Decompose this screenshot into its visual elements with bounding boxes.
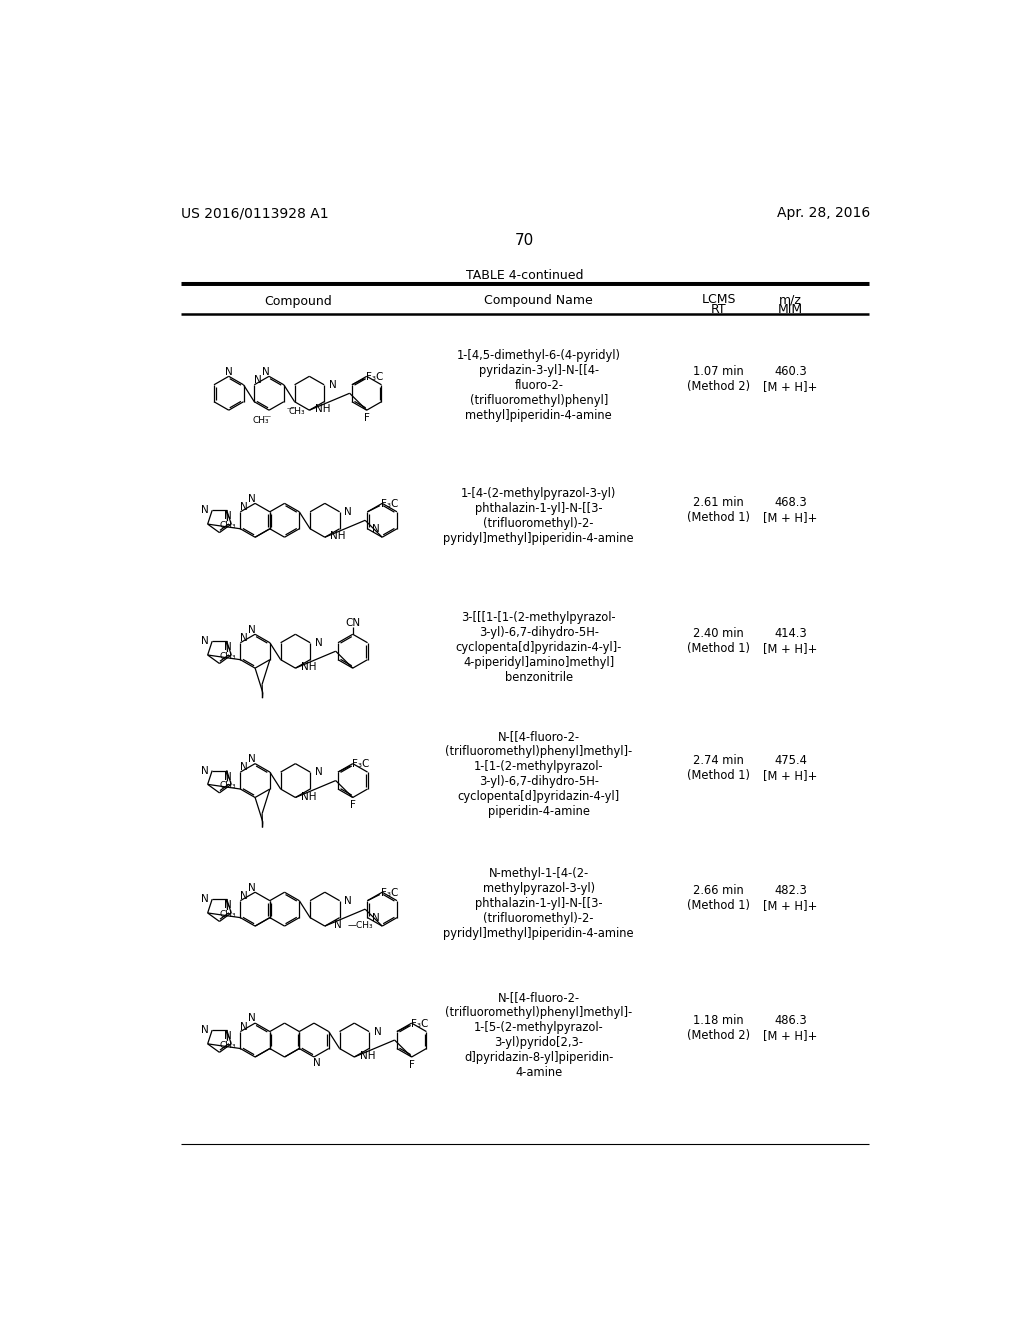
- Text: N: N: [223, 1031, 231, 1041]
- Text: N: N: [334, 920, 342, 931]
- Text: CH₃: CH₃: [220, 652, 237, 661]
- Text: F: F: [364, 413, 370, 422]
- Text: 1.07 min
(Method 2): 1.07 min (Method 2): [687, 366, 751, 393]
- Text: N: N: [201, 506, 208, 515]
- Text: 475.4
[M + H]+: 475.4 [M + H]+: [764, 754, 818, 783]
- Text: Compound Name: Compound Name: [484, 294, 593, 308]
- Text: —CH₃: —CH₃: [347, 921, 373, 929]
- Text: N: N: [240, 1022, 248, 1032]
- Text: N: N: [262, 367, 270, 376]
- Text: N: N: [201, 894, 208, 904]
- Text: 460.3
[M + H]+: 460.3 [M + H]+: [764, 366, 818, 393]
- Text: N: N: [248, 624, 256, 635]
- Text: NH: NH: [359, 1051, 375, 1061]
- Text: TABLE 4-continued: TABLE 4-continued: [466, 268, 584, 281]
- Text: Apr. 28, 2016: Apr. 28, 2016: [777, 206, 870, 220]
- Text: N: N: [201, 1026, 208, 1035]
- Text: N: N: [223, 643, 231, 652]
- Text: 482.3
[M + H]+: 482.3 [M + H]+: [764, 883, 818, 912]
- Text: NH: NH: [331, 532, 346, 541]
- Text: N: N: [240, 502, 248, 512]
- Text: F₃C: F₃C: [381, 499, 398, 510]
- Text: 486.3
[M + H]+: 486.3 [M + H]+: [764, 1015, 818, 1043]
- Text: 70: 70: [515, 234, 535, 248]
- Text: N: N: [372, 524, 380, 533]
- Text: 414.3
[M + H]+: 414.3 [M + H]+: [764, 627, 818, 655]
- Text: N: N: [254, 375, 261, 385]
- Text: N: N: [374, 1027, 382, 1036]
- Text: F₃C: F₃C: [381, 888, 398, 898]
- Text: F₃C: F₃C: [366, 372, 383, 381]
- Text: N: N: [201, 766, 208, 776]
- Text: 2.40 min
(Method 1): 2.40 min (Method 1): [687, 627, 750, 655]
- Text: CH₃: CH₃: [289, 408, 305, 416]
- Text: N: N: [240, 634, 248, 643]
- Text: 468.3
[M + H]+: 468.3 [M + H]+: [764, 496, 818, 524]
- Text: N: N: [225, 367, 232, 376]
- Text: N: N: [248, 883, 256, 892]
- Text: N: N: [344, 896, 352, 906]
- Text: NH: NH: [314, 404, 331, 414]
- Text: N: N: [240, 891, 248, 902]
- Text: Compound: Compound: [264, 296, 333, 309]
- Text: MIM: MIM: [778, 304, 803, 317]
- Text: F₃C: F₃C: [411, 1019, 428, 1028]
- Text: CH₃: CH₃: [220, 781, 237, 791]
- Text: CH₃: CH₃: [253, 416, 269, 425]
- Text: —: —: [263, 413, 270, 420]
- Text: N: N: [223, 511, 231, 521]
- Text: CH₃: CH₃: [220, 1041, 237, 1049]
- Text: F: F: [350, 800, 355, 810]
- Text: N: N: [344, 507, 352, 517]
- Text: N: N: [314, 767, 323, 777]
- Text: 2.66 min
(Method 1): 2.66 min (Method 1): [687, 883, 750, 912]
- Text: N: N: [223, 900, 231, 911]
- Text: CN: CN: [345, 619, 360, 628]
- Text: N: N: [201, 636, 208, 647]
- Text: N: N: [329, 380, 337, 389]
- Text: N: N: [372, 912, 380, 923]
- Text: 2.61 min
(Method 1): 2.61 min (Method 1): [687, 496, 750, 524]
- Text: N-methyl-1-[4-(2-
methylpyrazol-3-yl)
phthalazin-1-yl]-N-[[3-
(trifluoromethyl)-: N-methyl-1-[4-(2- methylpyrazol-3-yl) ph…: [443, 867, 634, 940]
- Text: N-[[4-fluoro-2-
(trifluoromethyl)phenyl]methyl]-
1-[1-(2-methylpyrazol-
3-yl)-6,: N-[[4-fluoro-2- (trifluoromethyl)phenyl]…: [445, 730, 633, 818]
- Text: LCMS: LCMS: [701, 293, 736, 306]
- Text: N: N: [248, 494, 256, 504]
- Text: m/z: m/z: [779, 293, 802, 306]
- Text: 1.18 min
(Method 2): 1.18 min (Method 2): [687, 1015, 751, 1043]
- Text: N: N: [313, 1059, 321, 1068]
- Text: NH: NH: [301, 792, 316, 801]
- Text: N: N: [240, 763, 248, 772]
- Text: 1-[4,5-dimethyl-6-(4-pyridyl)
pyridazin-3-yl]-N-[[4-
fluoro-2-
(trifluoromethyl): 1-[4,5-dimethyl-6-(4-pyridyl) pyridazin-…: [457, 348, 621, 422]
- Text: 3-[[[1-[1-(2-methylpyrazol-
3-yl)-6,7-dihydro-5H-
cyclopenta[d]pyridazin-4-yl]-
: 3-[[[1-[1-(2-methylpyrazol- 3-yl)-6,7-di…: [456, 611, 622, 684]
- Text: N: N: [248, 1014, 256, 1023]
- Text: F₃C: F₃C: [352, 759, 370, 770]
- Text: US 2016/0113928 A1: US 2016/0113928 A1: [180, 206, 329, 220]
- Text: 1-[4-(2-methylpyrazol-3-yl)
phthalazin-1-yl]-N-[[3-
(trifluoromethyl)-2-
pyridyl: 1-[4-(2-methylpyrazol-3-yl) phthalazin-1…: [443, 487, 634, 545]
- Text: N: N: [248, 754, 256, 764]
- Text: N: N: [314, 638, 323, 648]
- Text: CH₃: CH₃: [220, 521, 237, 531]
- Text: N: N: [223, 772, 231, 781]
- Text: N-[[4-fluoro-2-
(trifluoromethyl)phenyl]methyl]-
1-[5-(2-methylpyrazol-
3-yl)pyr: N-[[4-fluoro-2- (trifluoromethyl)phenyl]…: [445, 990, 633, 1078]
- Text: NH: NH: [301, 663, 316, 672]
- Text: F: F: [409, 1060, 415, 1069]
- Text: RT: RT: [711, 304, 726, 317]
- Text: —: —: [287, 405, 294, 411]
- Text: 2.74 min
(Method 1): 2.74 min (Method 1): [687, 754, 750, 783]
- Text: CH₃: CH₃: [220, 909, 237, 919]
